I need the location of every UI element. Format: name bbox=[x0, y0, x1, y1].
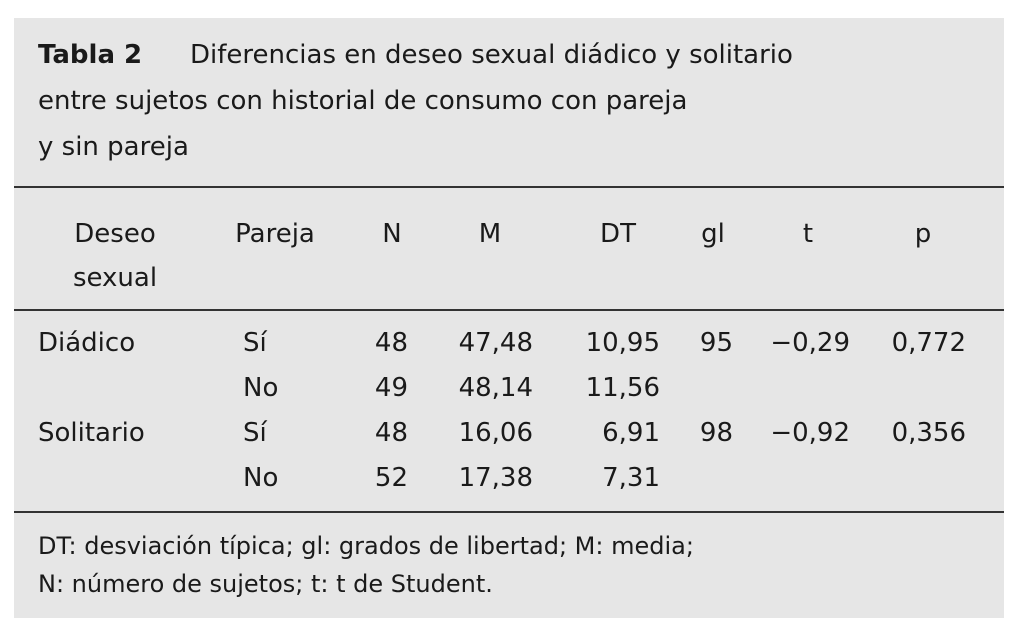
column-header: Pareja bbox=[235, 219, 315, 249]
cell: 48,14 bbox=[458, 373, 533, 403]
title-line: entre sujetos con historial de consumo c… bbox=[38, 86, 688, 116]
cell: 48 bbox=[374, 328, 408, 358]
column-header: DT bbox=[600, 219, 636, 249]
cell: 10,95 bbox=[585, 328, 660, 358]
column-header: Deseo sexual bbox=[72, 219, 158, 293]
cell: 98 bbox=[699, 418, 733, 448]
cell: 11,56 bbox=[585, 373, 660, 403]
rule bbox=[14, 309, 1004, 311]
cell: 49 bbox=[374, 373, 408, 403]
cell: 6,91 bbox=[602, 418, 660, 448]
table-number: Tabla 2 bbox=[38, 40, 143, 70]
title-line: y sin pareja bbox=[38, 132, 189, 162]
cell: Sí bbox=[243, 418, 267, 448]
cell: 95 bbox=[699, 328, 733, 358]
column-header: N bbox=[382, 219, 402, 249]
cell: 0,772 bbox=[891, 328, 966, 358]
table-panel bbox=[14, 18, 1004, 618]
footnote: DT: desviación típica; gl: grados de lib… bbox=[38, 532, 694, 560]
cell: No bbox=[243, 373, 279, 403]
column-header: t bbox=[802, 219, 814, 249]
cell: Diádico bbox=[38, 328, 136, 358]
cell: 47,48 bbox=[458, 328, 533, 358]
footnote: N: número de sujetos; t: t de Student. bbox=[38, 570, 493, 598]
cell: Solitario bbox=[38, 418, 145, 448]
title-line: Diferencias en deseo sexual diádico y so… bbox=[190, 40, 793, 70]
column-header: p bbox=[914, 219, 932, 249]
column-header: M bbox=[478, 219, 502, 249]
cell: No bbox=[243, 463, 279, 493]
cell: 16,06 bbox=[458, 418, 533, 448]
rule bbox=[14, 511, 1004, 513]
cell: 17,38 bbox=[458, 463, 533, 493]
rule bbox=[14, 186, 1004, 188]
cell: 7,31 bbox=[602, 463, 660, 493]
cell: 0,356 bbox=[891, 418, 966, 448]
cell: Sí bbox=[243, 328, 267, 358]
cell: −0,92 bbox=[770, 418, 850, 448]
cell: 48 bbox=[374, 418, 408, 448]
column-header: gl bbox=[701, 219, 725, 249]
cell: −0,29 bbox=[770, 328, 850, 358]
cell: 52 bbox=[374, 463, 408, 493]
